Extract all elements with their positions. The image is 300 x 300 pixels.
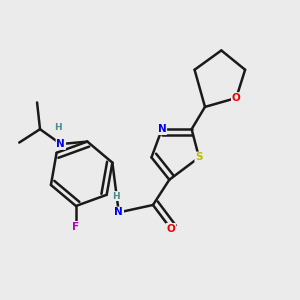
Text: O: O [167, 224, 175, 234]
Text: N: N [114, 207, 123, 218]
Text: H: H [54, 123, 62, 132]
Text: N: N [56, 139, 65, 149]
Text: H: H [112, 192, 120, 201]
Text: N: N [158, 124, 166, 134]
Text: S: S [195, 152, 203, 162]
Text: O: O [232, 93, 241, 103]
Text: F: F [72, 222, 80, 232]
